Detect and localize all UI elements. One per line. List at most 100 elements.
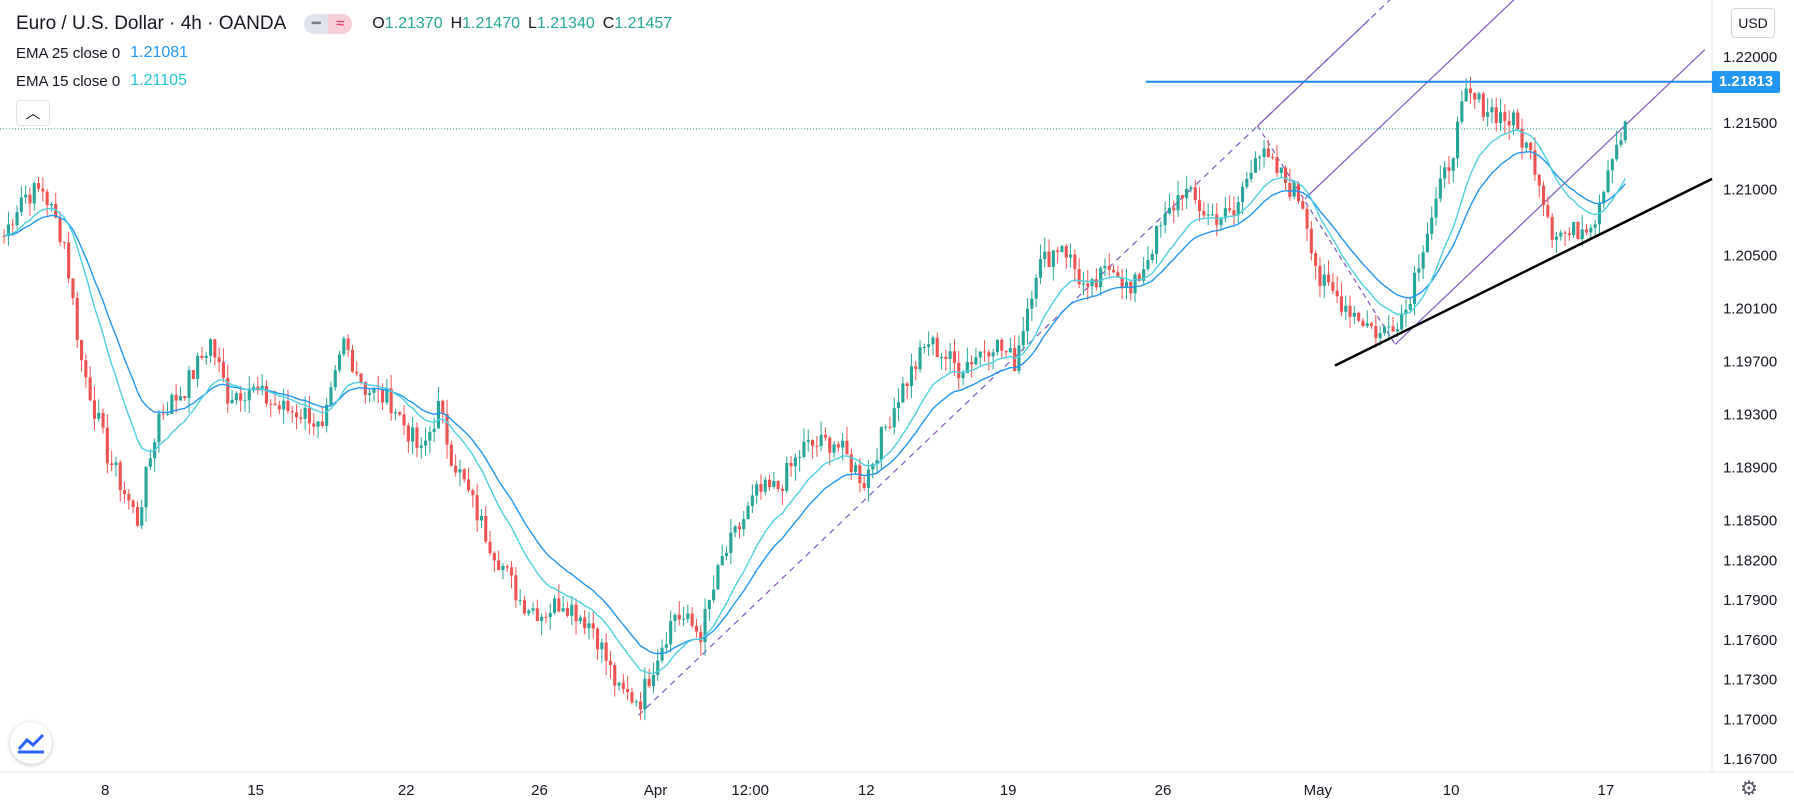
ema-15-line (3, 129, 1626, 675)
candle-body (37, 183, 41, 189)
candle-body (540, 616, 544, 622)
candle-body (1572, 221, 1576, 236)
candle-body (553, 598, 557, 613)
candle-body (677, 614, 681, 620)
settings-gear-icon[interactable]: ⚙ (1740, 778, 1758, 800)
candle-body (1150, 253, 1154, 260)
candle-body (148, 458, 152, 467)
symbol-title[interactable]: Euro / U.S. Dollar · 4h · OANDA (16, 13, 287, 34)
resistance-price-badge: 1.21813 (1712, 70, 1780, 93)
ema-25-line (4, 150, 1626, 655)
candle-body (436, 401, 440, 429)
candle-body (1395, 329, 1399, 332)
candle-body (295, 412, 299, 418)
support-trendline (1334, 177, 1713, 367)
candle-body (535, 608, 539, 622)
candle-body (1382, 326, 1386, 334)
candle-body (1180, 195, 1184, 199)
candle-body (733, 526, 737, 533)
indicator-toggle[interactable]: ━ ≈ (304, 14, 353, 34)
candle-body (355, 371, 359, 374)
candle-body (411, 427, 415, 442)
candle-body (1056, 250, 1060, 253)
candle-body (1116, 272, 1120, 278)
channel-upper-2 (1304, 0, 1515, 200)
candle-body (385, 388, 389, 403)
candle-body (174, 394, 178, 401)
price-grid (0, 0, 1794, 773)
candle-body (1593, 224, 1597, 228)
candle-body (789, 462, 793, 467)
candle-body (213, 339, 217, 358)
candle-body (1219, 218, 1223, 225)
candle-body (1081, 283, 1085, 285)
ema-15-legend[interactable]: EMA 15 close 0 1.21105 (16, 70, 680, 92)
candle-body (1124, 281, 1128, 288)
candle-body (1331, 282, 1335, 291)
candle-body (286, 400, 290, 412)
candle-body (1038, 259, 1042, 278)
y-tick-label: 1.18900 (1723, 460, 1777, 477)
candle-body (200, 355, 204, 358)
candle-body (991, 352, 995, 357)
candle-body (1391, 326, 1395, 332)
candle-body (832, 444, 836, 453)
candle-body (92, 400, 96, 419)
candle-body (1464, 88, 1468, 102)
candle-body (110, 463, 114, 466)
candle-body (806, 440, 810, 442)
candle-body (884, 426, 888, 428)
candle-body (591, 623, 595, 629)
candle-body (823, 434, 827, 438)
candle-body (746, 505, 750, 519)
candle-body (1185, 188, 1189, 199)
candle-body (1357, 312, 1361, 321)
time-axis[interactable]: 8 15 22 26 Apr 12:00 12 19 26 May 10 17 (101, 782, 1614, 799)
candle-body (1017, 345, 1021, 372)
candle-body (1172, 207, 1176, 211)
candle-body (1585, 229, 1589, 233)
candle-body (1271, 156, 1275, 158)
candle-body (97, 412, 101, 419)
candle-body (888, 426, 892, 428)
candle-body (1051, 250, 1055, 267)
y-tick-label: 1.17600 (1723, 632, 1777, 649)
candle-body (475, 495, 479, 521)
y-tick-label: 1.20100 (1723, 301, 1777, 318)
price-axis[interactable]: 1.22000 1.21500 1.21000 1.20500 1.20100 1.197… (1723, 49, 1777, 768)
candle-body (983, 351, 987, 353)
minus-icon[interactable]: ━ (304, 14, 329, 34)
y-tick-label: 1.18500 (1723, 513, 1777, 530)
candle-body (1069, 254, 1073, 258)
candle-body (755, 484, 759, 496)
candle-body (1421, 252, 1425, 269)
candle-body (28, 194, 32, 204)
currency-button[interactable]: USD (1731, 8, 1775, 38)
candle-body (1167, 207, 1171, 214)
ema-25-legend[interactable]: EMA 25 close 0 1.21081 (16, 42, 680, 64)
tradingview-logo-icon[interactable] (10, 722, 52, 764)
x-tick-label: 15 (247, 782, 264, 799)
candle-body (561, 608, 565, 612)
candle-body (1576, 221, 1580, 239)
candle-body (940, 356, 944, 358)
candle-body (1309, 228, 1313, 254)
candle-body (836, 444, 840, 448)
candle-body (1189, 187, 1193, 189)
candle-body (565, 608, 569, 616)
candle-body (398, 412, 402, 415)
candle-body (634, 701, 638, 703)
y-tick-label: 1.19300 (1723, 407, 1777, 424)
candle-body (428, 431, 432, 441)
candle-body (1133, 274, 1137, 294)
candle-body (514, 575, 518, 601)
collapse-legend-button[interactable]: ︿ (16, 100, 50, 126)
compare-icon[interactable]: ≈ (328, 14, 353, 34)
candle-body (402, 414, 406, 426)
candle-body (359, 373, 363, 383)
candle-body (1387, 326, 1391, 328)
ema-15-value: 1.21105 (130, 72, 187, 89)
candle-body (264, 385, 268, 404)
candle-body (785, 462, 789, 491)
